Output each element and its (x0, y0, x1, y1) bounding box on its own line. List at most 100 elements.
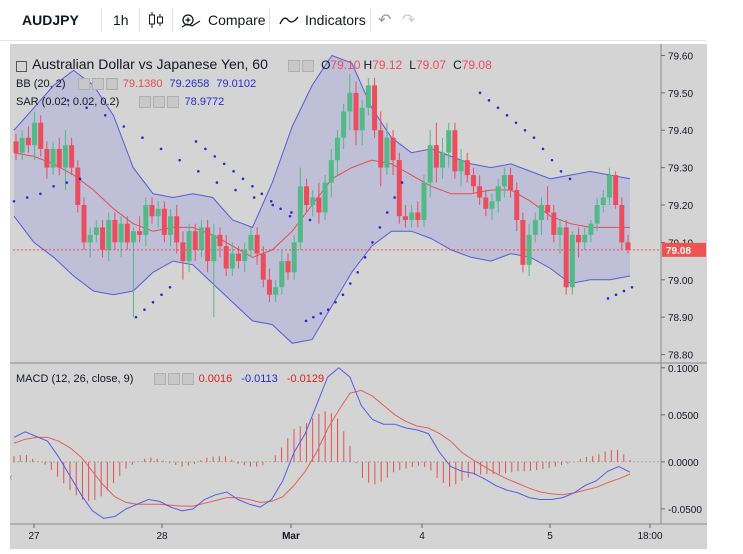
candle-body (217, 234, 223, 247)
sar-value: 78.9772 (184, 96, 225, 108)
sar-dot (326, 308, 330, 311)
candle-body (180, 242, 186, 262)
candle-body (223, 246, 229, 269)
sar-dot (25, 196, 29, 199)
sar-dot (308, 218, 312, 222)
sar-dot (341, 293, 345, 297)
close-icon[interactable] (167, 96, 180, 109)
sar-dot (487, 99, 491, 102)
sar-dot (393, 196, 396, 199)
sar-dot (290, 211, 293, 214)
candle-body (87, 234, 93, 243)
candle-body (551, 212, 557, 235)
bb-basis-value: 79.1380 (122, 78, 163, 90)
interval-button[interactable]: 1h (113, 0, 129, 40)
candle-body (229, 253, 235, 269)
indicators-button[interactable]: Indicators (279, 0, 366, 40)
undo-icon: ↶ (378, 12, 392, 29)
chart-container[interactable]: 79.60 79.50 79.40 79.30 79.20 79.10 79.00 78.90… (9, 44, 707, 549)
candle-body (353, 92, 359, 131)
macd-line (13, 367, 631, 519)
candle-body (168, 216, 174, 235)
sar-dot (194, 140, 198, 143)
settings-icon[interactable] (91, 78, 104, 91)
ohlc-open: 79.10 (330, 58, 361, 72)
undo-button[interactable]: ↶ (378, 0, 391, 40)
axes: 79.60 79.50 79.40 79.30 79.20 79.10 79.00 78.90… (9, 44, 707, 542)
sar-dot (630, 285, 634, 289)
candle-body (396, 160, 402, 217)
redo-icon: ↷ (402, 12, 416, 29)
candle-body (124, 223, 130, 243)
bb-band-fill (14, 55, 630, 344)
candle-body (56, 148, 62, 168)
sar-label: SAR (0.02, 0.02, 0.2) (16, 96, 120, 108)
candle-body (514, 190, 520, 220)
chart-canvas[interactable]: 79.60 79.50 79.40 79.30 79.20 79.10 79.00 78.90… (9, 44, 707, 549)
sar-dot (378, 226, 382, 229)
candle-body (44, 148, 50, 168)
close-icon[interactable] (105, 78, 118, 91)
candle-body (161, 208, 167, 235)
candle-body (38, 122, 44, 149)
eye-icon[interactable] (153, 373, 166, 386)
collapse-legend-icon[interactable] (16, 60, 27, 72)
sar-dot (12, 199, 16, 203)
candle-body (427, 145, 433, 183)
eye-icon[interactable] (288, 60, 301, 73)
candle-body (415, 212, 421, 220)
sar-dot (279, 207, 282, 211)
candle-body (563, 227, 569, 288)
candle-body (582, 234, 588, 243)
settings-icon[interactable] (153, 96, 166, 109)
legend-title: Australian Dollar vs Japanese Yen, 60 (32, 56, 268, 72)
candle-body (93, 227, 99, 235)
sar-dot (215, 181, 219, 184)
sar-dot (134, 315, 138, 319)
candle-body (520, 219, 526, 265)
sar-dot (213, 155, 217, 158)
sar-dot (222, 162, 226, 166)
price-tick-label: 78.80 (668, 351, 693, 362)
time-tick-label: 4 (419, 531, 425, 542)
eye-icon[interactable] (139, 96, 152, 109)
ohlc-l-label: L (409, 58, 416, 72)
sar-dot (178, 158, 181, 162)
candle-body (464, 160, 470, 176)
sar-dot (312, 315, 315, 319)
sar-dot (66, 99, 70, 102)
redo-button[interactable]: ↷ (402, 0, 415, 40)
candle-body (236, 253, 242, 262)
macd-line-value: -0.0113 (241, 373, 278, 385)
compare-button[interactable]: Compare (180, 0, 266, 40)
candle-body (390, 137, 396, 161)
eye-icon[interactable] (77, 78, 90, 91)
price-tick-label: 79.30 (668, 164, 693, 175)
candle-body (489, 201, 495, 209)
sar-dot (371, 241, 374, 244)
chart-style-button[interactable] (146, 0, 166, 40)
time-tick-label: 28 (156, 531, 168, 542)
candle-body (242, 249, 248, 262)
toolbar-divider (370, 8, 371, 32)
candle-body (347, 92, 353, 112)
settings-icon[interactable] (167, 373, 180, 386)
candle-body (606, 175, 612, 198)
sar-dot (478, 91, 482, 95)
close-icon[interactable] (181, 373, 194, 386)
symbol-search-button[interactable]: AUDJPY (22, 0, 79, 40)
indicators-label: Indicators (305, 12, 366, 28)
sar-dot (319, 312, 323, 315)
ohlc-high: 79.12 (372, 58, 403, 72)
macd-signal-line (13, 389, 631, 507)
candle-body (334, 137, 340, 161)
macd-tick-label: -0.0500 (668, 505, 702, 516)
candle-body (192, 231, 198, 250)
candle-body (106, 219, 112, 250)
indicators-icon (279, 16, 299, 25)
candle-body (600, 197, 606, 205)
candle-body (446, 130, 452, 153)
settings-icon[interactable] (302, 60, 315, 73)
candle-body (285, 261, 291, 273)
sar-dot (288, 214, 292, 218)
